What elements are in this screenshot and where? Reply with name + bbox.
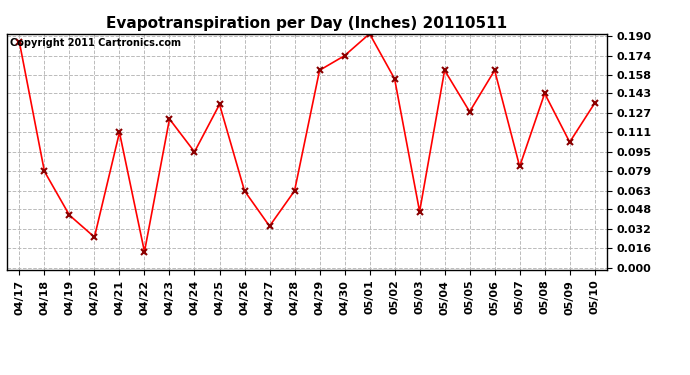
Text: Copyright 2011 Cartronics.com: Copyright 2011 Cartronics.com (10, 39, 181, 48)
Title: Evapotranspiration per Day (Inches) 20110511: Evapotranspiration per Day (Inches) 2011… (106, 16, 508, 31)
